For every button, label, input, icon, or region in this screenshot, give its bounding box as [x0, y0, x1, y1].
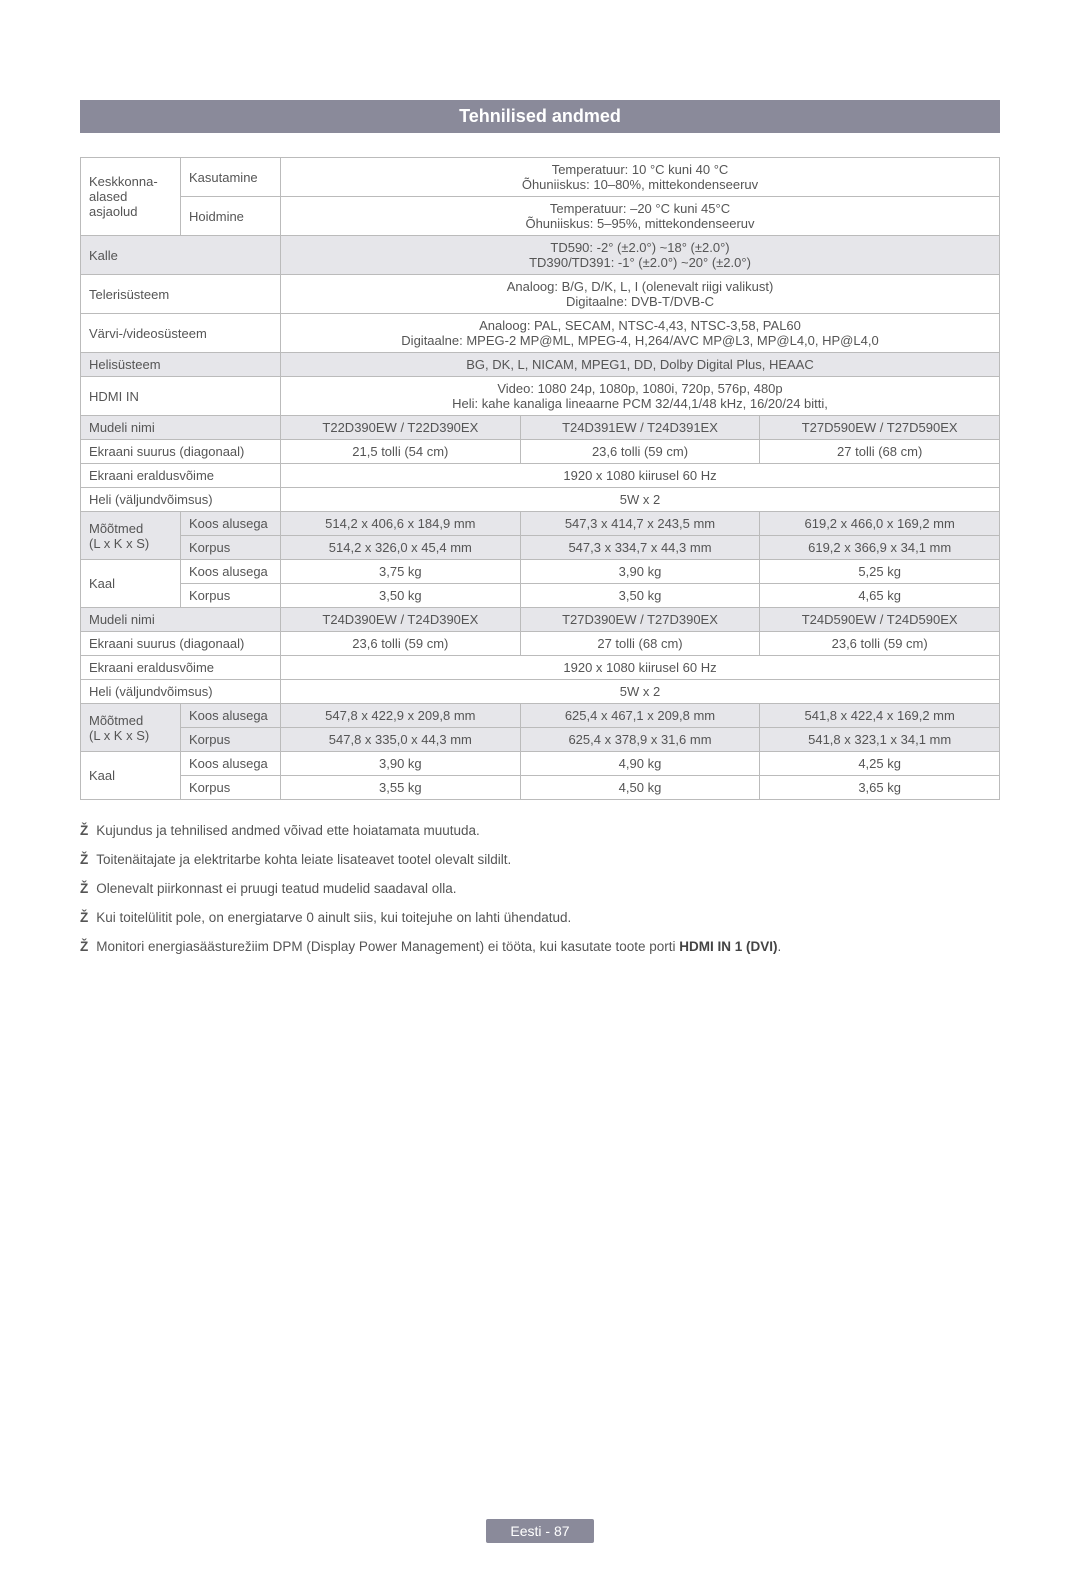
w-b-2: 3,50 kg — [520, 584, 760, 608]
dim-ws-1: 514,2 x 406,6 x 184,9 mm — [281, 512, 521, 536]
withstand-label-3: Koos alusega — [181, 704, 281, 728]
dim-b-2: 547,3 x 334,7 x 44,3 mm — [520, 536, 760, 560]
tvsystem-label: Telerisüsteem — [81, 275, 281, 314]
storage-value: Temperatuur: –20 °C kuni 45°C Õhuniiskus… — [281, 197, 1000, 236]
w-b-6: 3,65 kg — [760, 776, 1000, 800]
soundsystem-label: Helisüsteem — [81, 353, 281, 377]
resolution-value-2: 1920 x 1080 kiirusel 60 Hz — [281, 656, 1000, 680]
note-1-text: Kujundus ja tehnilised andmed võivad ett… — [96, 823, 480, 838]
dim-b-5: 625,4 x 378,9 x 31,6 mm — [520, 728, 760, 752]
diag-label: Ekraani suurus (diagonaal) — [81, 440, 281, 464]
note-5-hdmi: HDMI IN 1 (DVI) — [679, 939, 777, 954]
notes-list: Ž Kujundus ja tehnilised andmed võivad et… — [80, 820, 1000, 959]
section-title: Tehnilised andmed — [80, 100, 1000, 133]
dims-label-2: Mõõtmed (L x K x S) — [81, 704, 181, 752]
note-4: Ž Kui toitelülitit pole, on energiatarve … — [80, 907, 1000, 930]
weight-label: Kaal — [81, 560, 181, 608]
withstand-label: Koos alusega — [181, 512, 281, 536]
w-ws-3: 5,25 kg — [760, 560, 1000, 584]
w-b-1: 3,50 kg — [281, 584, 521, 608]
colorsystem-value: Analoog: PAL, SECAM, NTSC-4,43, NTSC-3,5… — [281, 314, 1000, 353]
model-2: T24D391EW / T24D391EX — [520, 416, 760, 440]
audio-value-2: 5W x 2 — [281, 680, 1000, 704]
model-3: T27D590EW / T27D590EX — [760, 416, 1000, 440]
soundsystem-value: BG, DK, L, NICAM, MPEG1, DD, Dolby Digit… — [281, 353, 1000, 377]
resolution-value: 1920 x 1080 kiirusel 60 Hz — [281, 464, 1000, 488]
diag-4: 23,6 tolli (59 cm) — [281, 632, 521, 656]
w-ws-4: 3,90 kg — [281, 752, 521, 776]
dims-label: Mõõtmed (L x K x S) — [81, 512, 181, 560]
note-5: Ž Monitori energiasäästurežiim DPM (Displ… — [80, 936, 1000, 959]
weight-label-2: Kaal — [81, 752, 181, 800]
page: Tehnilised andmed Keskkonna-alased asjao… — [0, 0, 1080, 1583]
w-b-4: 3,55 kg — [281, 776, 521, 800]
note-5-text-a: Monitori energiasäästurežiim DPM (Displa… — [96, 939, 679, 954]
withstand-label-4: Koos alusega — [181, 752, 281, 776]
dim-b-4: 547,8 x 335,0 x 44,3 mm — [281, 728, 521, 752]
model-label: Mudeli nimi — [81, 416, 281, 440]
body-label-3: Korpus — [181, 728, 281, 752]
audio-value: 5W x 2 — [281, 488, 1000, 512]
w-b-5: 4,50 kg — [520, 776, 760, 800]
storage-label: Hoidmine — [181, 197, 281, 236]
colorsystem-label: Värvi-/videosüsteem — [81, 314, 281, 353]
diag-1: 21,5 tolli (54 cm) — [281, 440, 521, 464]
note-3: Ž Olenevalt piirkonnast ei pruugi teatud … — [80, 878, 1000, 901]
dim-ws-4: 547,8 x 422,9 x 209,8 mm — [281, 704, 521, 728]
dim-b-1: 514,2 x 326,0 x 45,4 mm — [281, 536, 521, 560]
dim-ws-6: 541,8 x 422,4 x 169,2 mm — [760, 704, 1000, 728]
note-1: Ž Kujundus ja tehnilised andmed võivad et… — [80, 820, 1000, 843]
tilt-label: Kalle — [81, 236, 281, 275]
audio-label: Heli (väljundvõimsus) — [81, 488, 281, 512]
dim-ws-2: 547,3 x 414,7 x 243,5 mm — [520, 512, 760, 536]
bullet-icon: Ž — [80, 823, 88, 838]
model-4: T24D390EW / T24D390EX — [281, 608, 521, 632]
w-ws-2: 3,90 kg — [520, 560, 760, 584]
dim-b-3: 619,2 x 366,9 x 34,1 mm — [760, 536, 1000, 560]
note-2-text: Toitenäitajate ja elektritarbe kohta lei… — [96, 852, 511, 867]
hdmi-value: Video: 1080 24p, 1080p, 1080i, 720p, 576… — [281, 377, 1000, 416]
model-5: T27D390EW / T27D390EX — [520, 608, 760, 632]
model-1: T22D390EW / T22D390EX — [281, 416, 521, 440]
model-label-2: Mudeli nimi — [81, 608, 281, 632]
note-2: Ž Toitenäitajate ja elektritarbe kohta le… — [80, 849, 1000, 872]
tilt-value: TD590: -2° (±2.0°) ~18° (±2.0°) TD390/TD… — [281, 236, 1000, 275]
diag-6: 23,6 tolli (59 cm) — [760, 632, 1000, 656]
audio-label-2: Heli (väljundvõimsus) — [81, 680, 281, 704]
dim-ws-5: 625,4 x 467,1 x 209,8 mm — [520, 704, 760, 728]
body-label-2: Korpus — [181, 584, 281, 608]
env-label: Keskkonna-alased asjaolud — [81, 158, 181, 236]
dim-ws-3: 619,2 x 466,0 x 169,2 mm — [760, 512, 1000, 536]
hdmi-label: HDMI IN — [81, 377, 281, 416]
note-5-text-c: . — [778, 939, 782, 954]
withstand-label-2: Koos alusega — [181, 560, 281, 584]
dim-b-6: 541,8 x 323,1 x 34,1 mm — [760, 728, 1000, 752]
w-ws-5: 4,90 kg — [520, 752, 760, 776]
bullet-icon: Ž — [80, 852, 88, 867]
resolution-label: Ekraani eraldusvõime — [81, 464, 281, 488]
tvsystem-value: Analoog: B/G, D/K, L, I (olenevalt riigi… — [281, 275, 1000, 314]
diag-3: 27 tolli (68 cm) — [760, 440, 1000, 464]
diag-2: 23,6 tolli (59 cm) — [520, 440, 760, 464]
usage-value: Temperatuur: 10 °C kuni 40 °C Õhuniiskus… — [281, 158, 1000, 197]
w-b-3: 4,65 kg — [760, 584, 1000, 608]
diag-label-2: Ekraani suurus (diagonaal) — [81, 632, 281, 656]
diag-5: 27 tolli (68 cm) — [520, 632, 760, 656]
resolution-label-2: Ekraani eraldusvõime — [81, 656, 281, 680]
w-ws-1: 3,75 kg — [281, 560, 521, 584]
usage-label: Kasutamine — [181, 158, 281, 197]
model-6: T24D590EW / T24D590EX — [760, 608, 1000, 632]
w-ws-6: 4,25 kg — [760, 752, 1000, 776]
body-label: Korpus — [181, 536, 281, 560]
note-4-text: Kui toitelülitit pole, on energiatarve 0… — [96, 910, 571, 925]
page-footer: Eesti - 87 — [80, 1519, 1000, 1543]
body-label-4: Korpus — [181, 776, 281, 800]
bullet-icon: Ž — [80, 939, 88, 954]
page-number: Eesti - 87 — [486, 1519, 593, 1543]
note-3-text: Olenevalt piirkonnast ei pruugi teatud m… — [96, 881, 456, 896]
bullet-icon: Ž — [80, 881, 88, 896]
specs-table: Keskkonna-alased asjaolud Kasutamine Tem… — [80, 157, 1000, 800]
bullet-icon: Ž — [80, 910, 88, 925]
